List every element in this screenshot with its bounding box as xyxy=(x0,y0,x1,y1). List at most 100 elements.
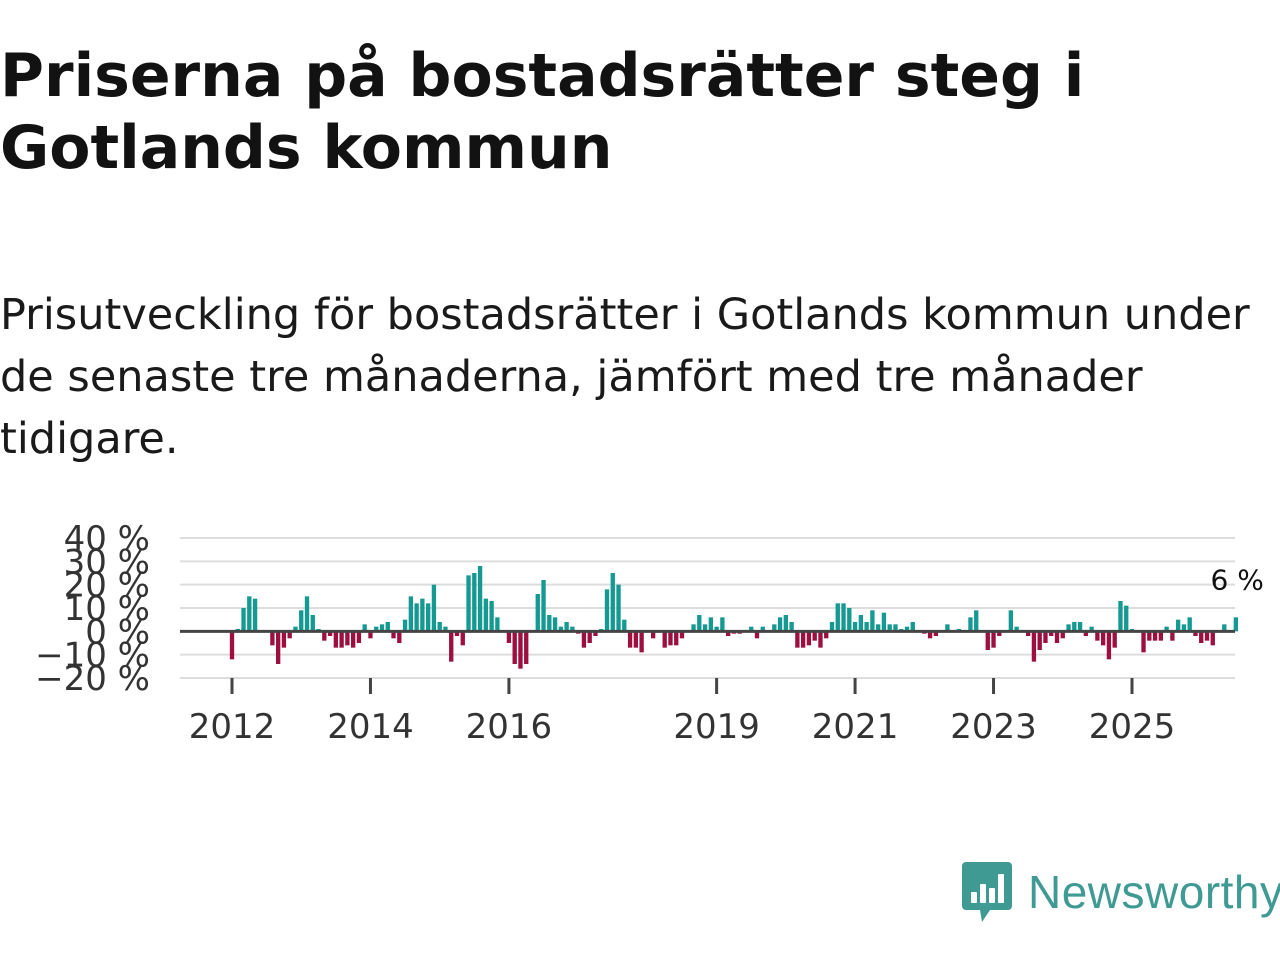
bar xyxy=(697,615,702,632)
bar xyxy=(275,631,281,664)
bar xyxy=(627,631,633,648)
bar xyxy=(437,622,442,632)
x-tick-label: 2014 xyxy=(327,707,414,747)
bar xyxy=(812,631,817,641)
bar xyxy=(449,631,454,662)
bar xyxy=(345,631,350,646)
bar xyxy=(1187,617,1192,632)
bar xyxy=(1210,631,1215,646)
bar xyxy=(1164,626,1169,632)
bar xyxy=(720,617,725,632)
bar xyxy=(547,615,552,632)
bar xyxy=(829,622,835,632)
bar xyxy=(1089,626,1094,632)
bar xyxy=(789,622,794,632)
bar xyxy=(466,575,471,632)
bar xyxy=(968,617,973,632)
bar xyxy=(997,631,1002,636)
bar xyxy=(662,631,667,648)
bar xyxy=(1043,631,1048,643)
bar xyxy=(875,624,881,632)
y-tick-label: 10 % xyxy=(64,589,150,629)
bar xyxy=(512,631,517,664)
bar xyxy=(858,615,864,632)
bar xyxy=(425,603,431,632)
bar xyxy=(772,624,777,632)
bar xyxy=(310,615,315,632)
bar xyxy=(835,603,840,632)
bar xyxy=(408,596,414,632)
bar xyxy=(754,631,760,639)
bar xyxy=(749,626,754,632)
bar xyxy=(1158,631,1164,641)
bar xyxy=(356,631,362,643)
bar xyxy=(1170,631,1175,641)
bar xyxy=(414,603,419,632)
bar xyxy=(1152,631,1158,641)
bar xyxy=(708,617,714,632)
bar xyxy=(1204,631,1210,641)
bar xyxy=(443,626,448,632)
bar xyxy=(610,573,615,632)
bar xyxy=(385,622,390,632)
bar xyxy=(668,631,673,646)
bar xyxy=(454,631,460,636)
bar xyxy=(852,622,858,632)
bar xyxy=(333,631,339,648)
bar xyxy=(552,617,558,632)
bar xyxy=(477,566,483,632)
bar xyxy=(1083,631,1089,636)
bar xyxy=(824,631,829,639)
bar xyxy=(1100,631,1106,646)
bar xyxy=(1049,631,1054,636)
bar xyxy=(639,631,644,653)
bar xyxy=(760,626,765,632)
bar xyxy=(1054,631,1060,643)
bar xyxy=(420,598,425,632)
bar xyxy=(287,631,292,639)
bar xyxy=(293,626,298,632)
x-tick-label: 2025 xyxy=(1089,707,1176,747)
bar xyxy=(570,626,575,632)
bar xyxy=(322,631,327,641)
y-tick-label: 0 % xyxy=(85,612,150,652)
y-tick-label: −20 % xyxy=(35,659,150,699)
bar xyxy=(691,624,696,632)
bar xyxy=(841,603,846,632)
bar xyxy=(622,619,627,632)
bar xyxy=(558,626,564,632)
bar xyxy=(777,617,783,632)
bar xyxy=(1147,631,1152,641)
bar xyxy=(806,631,812,646)
bar xyxy=(1106,631,1112,660)
bar xyxy=(593,631,598,636)
bar xyxy=(1124,605,1129,632)
bar xyxy=(506,631,512,643)
bar xyxy=(431,584,437,632)
bar xyxy=(1222,624,1227,632)
bar xyxy=(1095,631,1100,641)
bar xyxy=(650,631,656,639)
bar xyxy=(472,573,477,632)
y-tick-label: 40 % xyxy=(64,519,150,559)
bar xyxy=(281,631,287,648)
bar xyxy=(247,596,252,632)
bar xyxy=(1025,631,1031,636)
bar xyxy=(564,622,569,632)
bar xyxy=(391,631,396,639)
bar xyxy=(270,631,275,646)
bar xyxy=(985,631,990,650)
bar xyxy=(327,631,333,636)
x-tick-label: 2023 xyxy=(950,707,1037,747)
bar xyxy=(725,631,731,636)
bar xyxy=(379,624,385,632)
bar xyxy=(927,631,933,639)
bar xyxy=(887,624,892,632)
bar xyxy=(518,631,523,669)
bar xyxy=(1181,624,1187,632)
bar xyxy=(350,631,356,648)
bar xyxy=(368,631,373,639)
bar xyxy=(483,598,489,632)
bar xyxy=(702,624,708,632)
bar xyxy=(870,610,875,632)
